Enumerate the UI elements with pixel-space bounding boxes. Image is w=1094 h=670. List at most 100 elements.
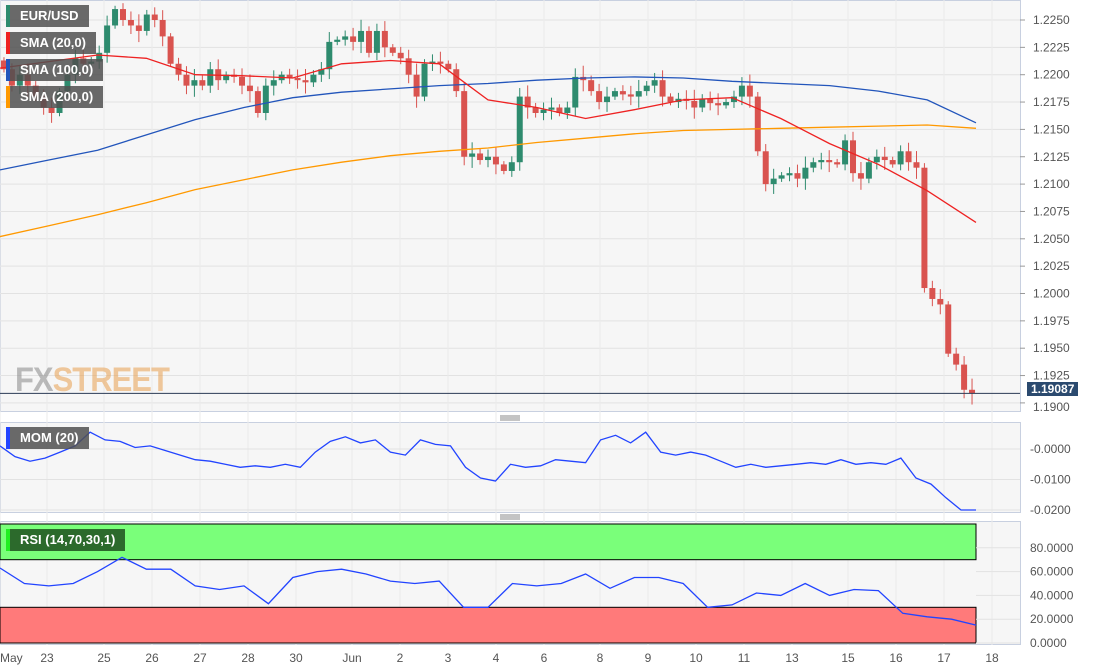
candle-body <box>651 80 658 86</box>
price-axis-label: 1.2025 <box>1033 259 1070 273</box>
rsi-axis-label: 60.0000 <box>1030 565 1074 579</box>
candle-body <box>223 74 230 81</box>
price-axis-label: 1.1950 <box>1033 341 1070 355</box>
candle-body <box>778 175 785 179</box>
price-panel <box>0 0 1021 412</box>
candle-body <box>254 91 261 113</box>
candle-body <box>508 162 515 171</box>
mom-label[interactable]: MOM (20) <box>6 427 89 449</box>
candle-body <box>334 39 341 42</box>
price-axis-label: 1.2200 <box>1033 68 1070 82</box>
candle-body <box>659 80 666 97</box>
candle-body <box>699 98 706 108</box>
candle-body <box>143 14 150 31</box>
candle-body <box>826 160 833 163</box>
candle-body <box>461 91 468 157</box>
sma100-line <box>0 76 977 171</box>
candle-body <box>897 151 904 165</box>
candle-body <box>286 74 293 78</box>
date-axis-label: Jun <box>342 651 361 665</box>
date-axis-label: 2 <box>397 651 404 665</box>
candle-body <box>810 162 817 168</box>
candle-body <box>373 30 380 53</box>
date-axis-label: 6 <box>541 651 548 665</box>
price-axis-label: 1.2000 <box>1033 287 1070 301</box>
candle-body <box>294 77 301 81</box>
candle-body <box>818 160 825 163</box>
candle-body <box>405 58 412 75</box>
date-axis-label: 16 <box>889 651 903 665</box>
date-axis-label: 27 <box>193 651 207 665</box>
candle-body <box>318 69 325 75</box>
current-price-tag: 1.19087 <box>1027 382 1079 396</box>
candle-body <box>770 178 777 185</box>
price-axis-label: 1.1975 <box>1033 314 1070 328</box>
price-axis-label: 1.2150 <box>1033 122 1070 136</box>
candle-body <box>239 76 246 86</box>
rsi-label[interactable]: RSI (14,70,30,1) <box>6 529 126 551</box>
rsi-oversold-zone <box>0 606 977 644</box>
candle-body <box>969 389 976 394</box>
date-axis-label: 9 <box>645 651 652 665</box>
sma20-label[interactable]: SMA (20,0) <box>6 32 96 54</box>
candle-body <box>270 80 277 86</box>
candle-body <box>572 76 579 108</box>
sma100-label[interactable]: SMA (100,0) <box>6 59 104 81</box>
symbol-label[interactable]: EUR/USD <box>6 5 89 27</box>
price-axis-label: 1.2250 <box>1033 13 1070 27</box>
candle-body <box>135 25 142 31</box>
candle-body <box>183 74 190 86</box>
candle-body <box>532 107 539 113</box>
rsi-axis-label: 40.0000 <box>1030 588 1074 602</box>
candle-body <box>842 140 849 165</box>
date-axis-label: 25 <box>97 651 111 665</box>
candle-body <box>127 20 134 26</box>
candle-body <box>707 98 714 104</box>
candle-body <box>262 85 269 113</box>
candle-body <box>921 167 928 289</box>
candle-body <box>500 164 507 171</box>
candle-body <box>64 74 71 92</box>
candle-body <box>588 80 595 92</box>
candle-body <box>913 162 920 168</box>
candle-body <box>381 30 388 48</box>
fxstreet-logo: FXSTREET <box>15 360 170 399</box>
candle-body <box>754 96 761 152</box>
candle-body <box>619 91 626 95</box>
candle-body <box>96 52 103 62</box>
candle-body <box>794 173 801 179</box>
candle-body <box>738 85 745 97</box>
candle-body <box>310 74 317 83</box>
date-axis-label: 15 <box>841 651 855 665</box>
candle-body <box>873 156 880 163</box>
candle-body <box>627 94 634 97</box>
candle-body <box>358 30 365 42</box>
candle-body <box>365 30 372 53</box>
price-axis-label: 1.2225 <box>1033 40 1070 54</box>
candle-body <box>611 91 618 97</box>
sma200-label[interactable]: SMA (200,0) <box>6 86 104 108</box>
date-axis-label: 3 <box>445 651 452 665</box>
candle-body <box>207 69 214 86</box>
candle-body <box>596 91 603 103</box>
price-axis-label: 1.2075 <box>1033 204 1070 218</box>
candle-body <box>326 41 333 70</box>
candle-body <box>429 61 436 64</box>
mom-line <box>0 431 976 511</box>
candle-body <box>389 47 396 53</box>
candle-body <box>850 140 857 174</box>
candle-body <box>937 298 944 305</box>
candle-body <box>564 107 571 113</box>
date-axis-label: 28 <box>241 651 255 665</box>
price-axis-label: 1.2100 <box>1033 177 1070 191</box>
date-axis-label: 23 <box>40 651 54 665</box>
candle-body <box>413 74 420 97</box>
rsi-axis-label: 0.0000 <box>1030 636 1067 650</box>
candle-body <box>762 151 769 185</box>
rsi-axis-label: 20.0000 <box>1030 612 1074 626</box>
candle-body <box>516 96 523 163</box>
date-axis-label: 8 <box>597 651 604 665</box>
price-axis-label: 1.1925 <box>1033 369 1070 383</box>
candle-body <box>246 85 253 92</box>
